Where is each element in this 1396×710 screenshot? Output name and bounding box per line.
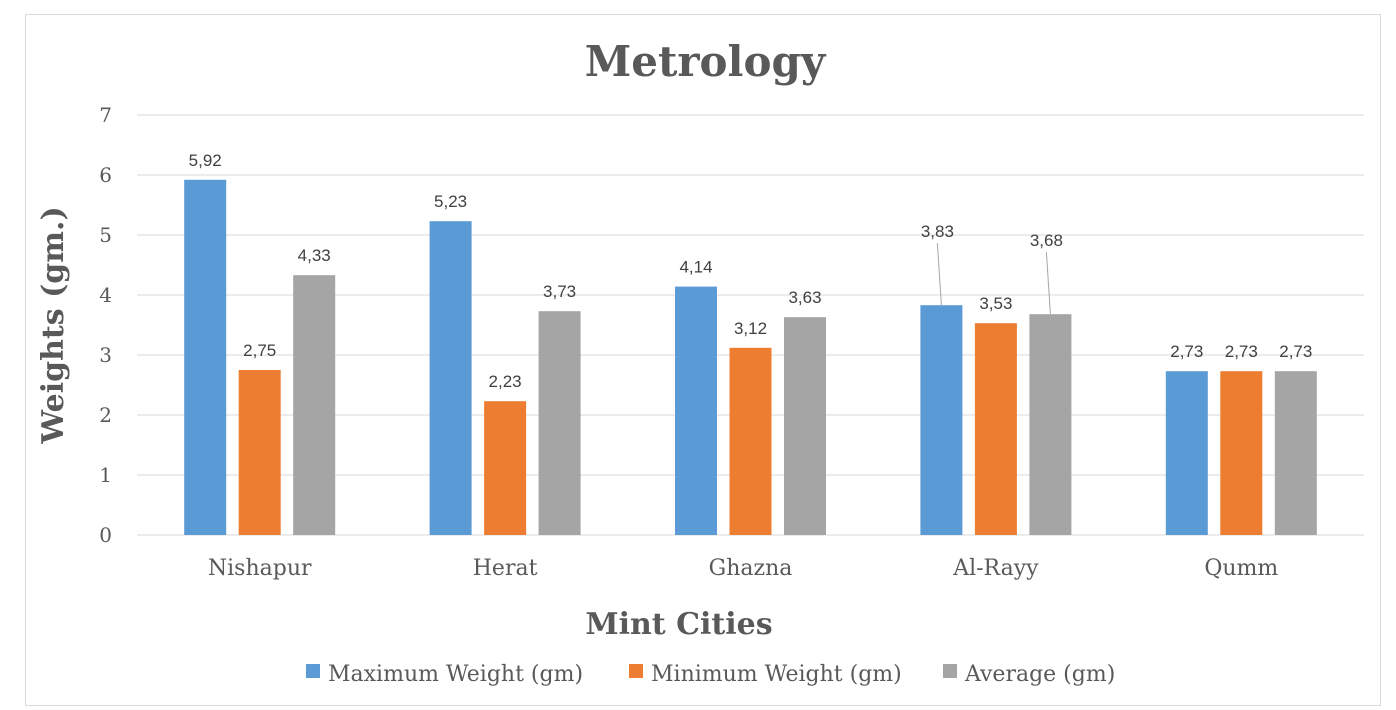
y-tick-label: 1 bbox=[99, 463, 112, 487]
y-tick-label: 2 bbox=[99, 403, 112, 427]
data-label: 3,53 bbox=[979, 294, 1012, 313]
bar bbox=[729, 347, 772, 535]
data-label: 3,12 bbox=[734, 319, 767, 338]
y-tick-label: 7 bbox=[99, 103, 112, 127]
data-label: 4,33 bbox=[298, 246, 331, 265]
bar bbox=[293, 275, 336, 535]
bar bbox=[484, 401, 527, 535]
bar bbox=[1220, 371, 1263, 535]
y-axis-ticks: 0 1 2 3 4 5 6 7 bbox=[99, 103, 112, 547]
legend-swatch bbox=[943, 664, 957, 678]
x-tick-label: Al-Rayy bbox=[952, 556, 1039, 581]
bar bbox=[784, 317, 826, 535]
bar bbox=[920, 305, 963, 535]
x-tick-label: Ghazna bbox=[709, 556, 793, 581]
data-label: 3,83 bbox=[921, 222, 954, 241]
x-axis-title: Mint Cities bbox=[585, 607, 772, 642]
legend-label: Average (gm) bbox=[964, 662, 1115, 687]
data-label: 5,92 bbox=[189, 151, 222, 170]
data-label: 2,23 bbox=[489, 372, 522, 391]
y-axis-title: Weights (gm.) bbox=[36, 206, 71, 444]
bar bbox=[238, 370, 281, 535]
legend-swatch bbox=[306, 664, 320, 678]
legend-label: Maximum Weight (gm) bbox=[328, 662, 583, 687]
bar bbox=[1165, 371, 1208, 535]
data-label: 2,73 bbox=[1279, 342, 1312, 361]
x-axis-ticks: Nishapur Herat Ghazna Al-Rayy Qumm bbox=[208, 556, 1279, 581]
y-tick-label: 5 bbox=[99, 223, 112, 247]
legend-swatch bbox=[629, 664, 643, 678]
bar bbox=[184, 179, 227, 536]
y-tick-label: 4 bbox=[99, 283, 112, 307]
bar bbox=[538, 311, 581, 535]
x-tick-label: Qumm bbox=[1204, 556, 1278, 581]
legend: Maximum Weight (gm) Minimum Weight (gm) Av… bbox=[306, 662, 1115, 687]
data-label: 2,73 bbox=[1225, 342, 1258, 361]
gridlines bbox=[137, 114, 1364, 536]
data-label: 3,73 bbox=[543, 282, 576, 301]
x-tick-label: Nishapur bbox=[208, 556, 312, 581]
bar bbox=[675, 286, 717, 535]
data-labels: 5,92 2,75 4,33 5,23 2,23 3,73 4,14 3,12 3,63 3,83… bbox=[189, 151, 1313, 391]
leader-line bbox=[936, 243, 942, 306]
y-tick-label: 0 bbox=[99, 523, 112, 547]
data-label: 2,75 bbox=[243, 341, 276, 360]
data-label: 2,73 bbox=[1170, 342, 1203, 361]
data-label: 5,23 bbox=[434, 192, 467, 211]
data-label: 3,63 bbox=[788, 288, 821, 307]
chart-title: Metrology bbox=[585, 37, 827, 86]
bar bbox=[974, 323, 1017, 535]
bar bbox=[429, 221, 472, 535]
y-tick-label: 3 bbox=[99, 343, 112, 367]
x-tick-label: Herat bbox=[473, 556, 538, 581]
legend-label: Minimum Weight (gm) bbox=[651, 662, 902, 687]
data-label: 3,68 bbox=[1030, 231, 1063, 250]
bar bbox=[1274, 371, 1317, 535]
y-tick-label: 6 bbox=[99, 163, 112, 187]
bars bbox=[184, 179, 1317, 536]
data-label: 4,14 bbox=[679, 258, 712, 277]
bar bbox=[1029, 314, 1072, 535]
leader-line bbox=[1045, 252, 1051, 315]
